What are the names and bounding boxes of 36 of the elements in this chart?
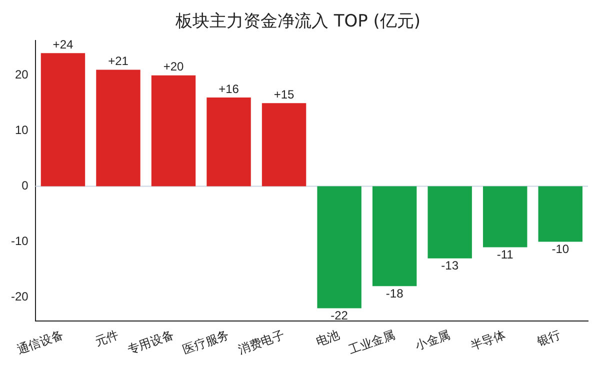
- x-tick-label: 医疗服务: [180, 327, 231, 357]
- data-label: -18: [386, 286, 404, 300]
- data-label: +20: [163, 60, 184, 74]
- bar: [151, 75, 196, 186]
- x-tick-label: 电池: [314, 327, 342, 349]
- x-tick-label: 元件: [92, 327, 120, 349]
- y-tick-label: 10: [14, 123, 29, 138]
- bar: [96, 70, 140, 186]
- y-tick-label: 20: [14, 68, 29, 82]
- bar: [40, 53, 86, 186]
- chart-title: 板块主力资金净流入 TOP (亿元): [174, 12, 421, 32]
- x-tick-label: 工业金属: [346, 327, 397, 357]
- data-label: -10: [552, 242, 570, 256]
- y-tick-label: 0: [22, 178, 29, 193]
- bar: [317, 186, 362, 308]
- bar: [206, 98, 251, 186]
- y-tick-label: -20: [11, 290, 29, 304]
- bar: [482, 186, 528, 248]
- bar: [262, 103, 306, 186]
- bar: [428, 186, 472, 258]
- x-tick-label: 小金属: [413, 327, 452, 353]
- data-label: -22: [330, 308, 348, 323]
- bar: [372, 186, 417, 286]
- data-label: +15: [274, 87, 295, 102]
- x-tick-label: 专用设备: [126, 327, 176, 357]
- data-label: -13: [441, 258, 459, 273]
- x-tick-label: 半导体: [468, 327, 508, 353]
- x-tick-label: 银行: [534, 327, 562, 350]
- x-tick-label: 消费电子: [236, 327, 286, 357]
- data-label: +21: [108, 54, 129, 68]
- x-tick-label: 通信设备: [15, 327, 66, 357]
- y-tick-label: -10: [11, 234, 29, 248]
- data-label: +24: [52, 37, 74, 52]
- data-label: +16: [218, 82, 240, 96]
- data-label: -11: [496, 248, 514, 262]
- bar: [538, 186, 582, 242]
